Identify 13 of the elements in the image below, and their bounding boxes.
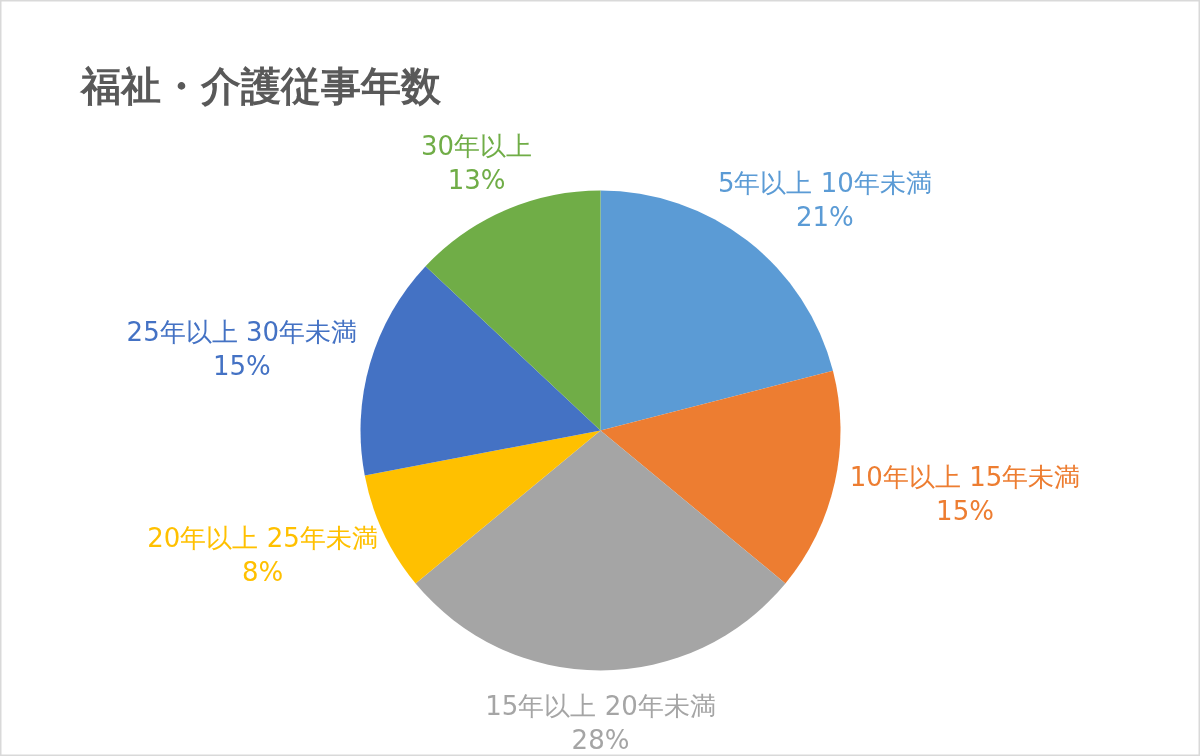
data-label: 8% bbox=[241, 556, 284, 587]
chart-title: 福祉・介護従事年数 bbox=[78, 62, 442, 109]
data-label: 21% bbox=[795, 201, 854, 232]
data-label: 13% bbox=[447, 164, 506, 195]
data-label: 15% bbox=[936, 496, 994, 527]
data-label: 28% bbox=[571, 724, 630, 755]
slice-label: 10年以上 15年未満 bbox=[849, 462, 1081, 493]
slice-label: 5年以上 10年未満 bbox=[717, 167, 932, 198]
data-label: 15% bbox=[212, 351, 271, 382]
slice-label: 20年以上 25年未満 bbox=[147, 522, 378, 553]
slice-label: 25年以上 30年未満 bbox=[126, 317, 358, 348]
slice-label: 15年以上 20年未満 bbox=[485, 690, 716, 721]
slice-label: 30年以上 bbox=[421, 130, 533, 161]
